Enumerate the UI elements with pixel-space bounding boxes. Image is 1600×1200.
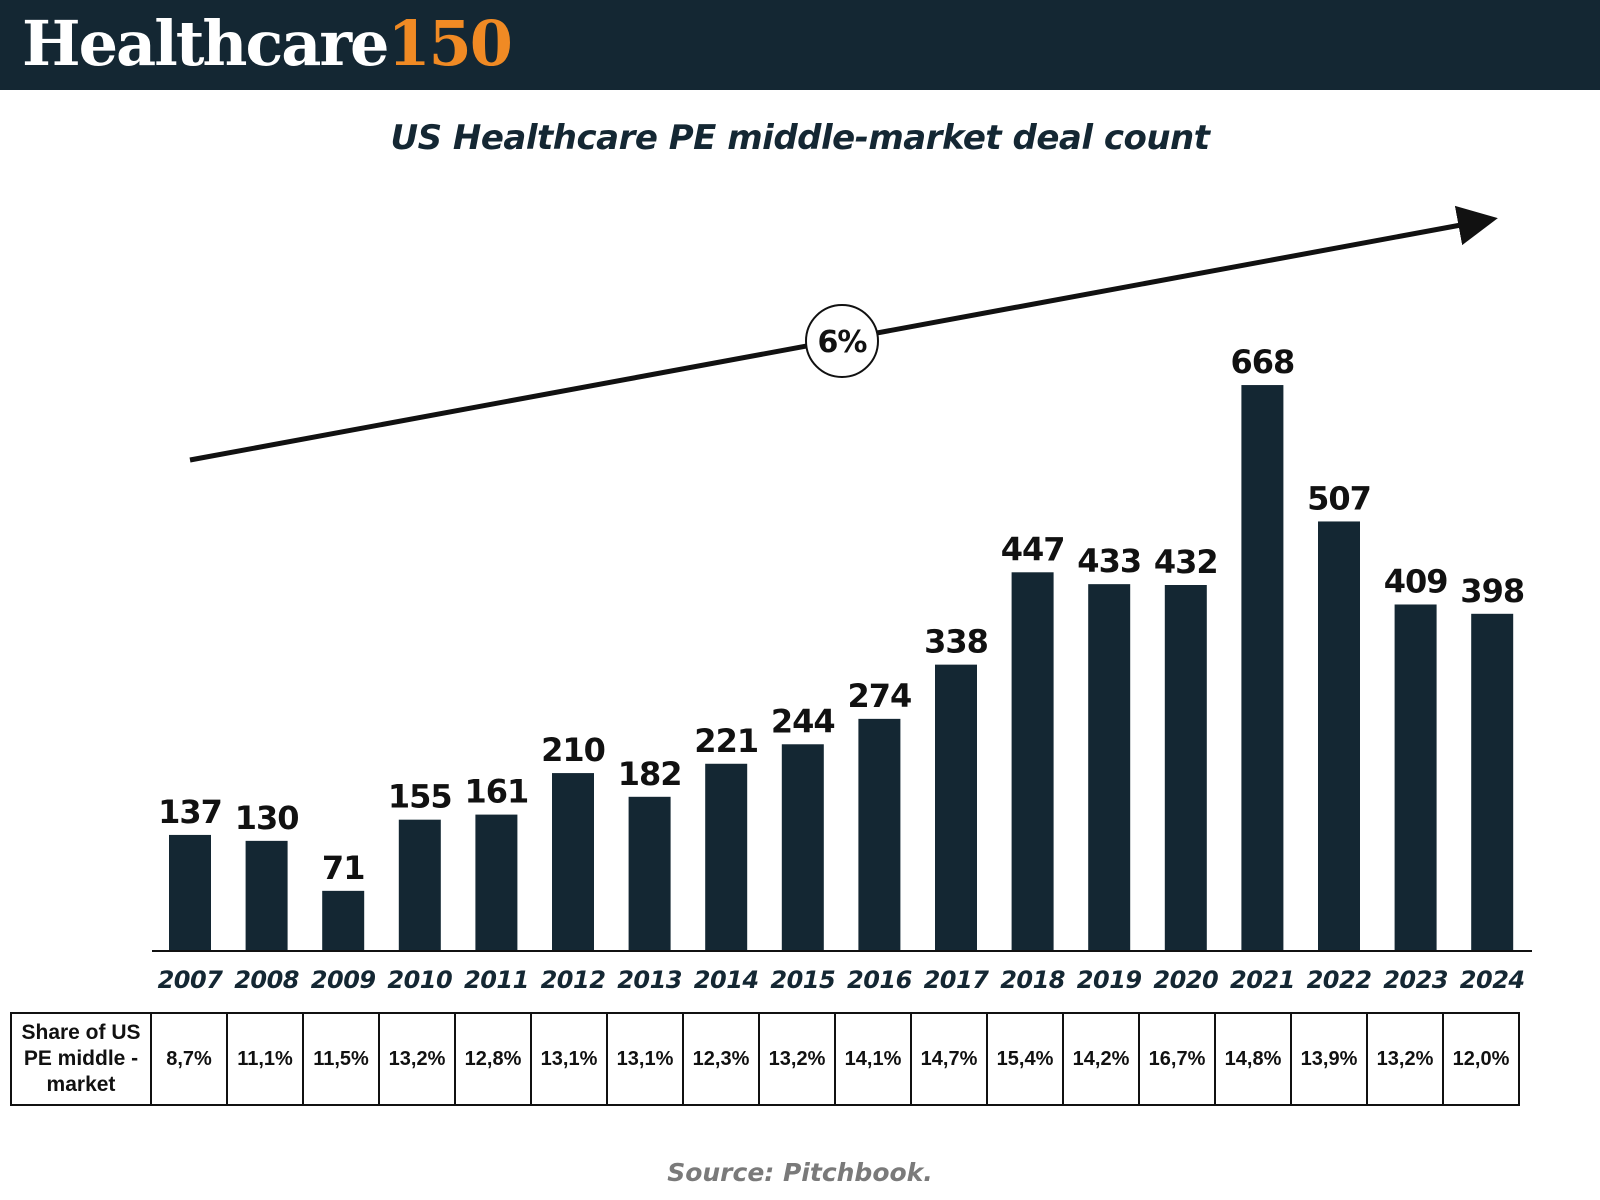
bars-group: 137 2007 130 2008 71 2009 155 2010 161 2011 210 201… [158, 343, 1525, 994]
x-tick-label: 2014 [694, 966, 759, 994]
share-row: Share of US PE middle - market 8,7% 11,1%… [10, 1012, 1520, 1106]
bar-2016 [858, 718, 901, 951]
bar-2009 [322, 890, 365, 951]
bar-2015 [781, 744, 824, 951]
share-cell-2017: 14,7% [910, 1012, 988, 1106]
share-cell-2008: 11,1% [226, 1012, 304, 1106]
x-tick-label: 2012 [541, 966, 606, 994]
logo-number: 150 [387, 7, 513, 80]
share-cell-2024: 12,0% [1442, 1012, 1520, 1106]
bar-value-label: 71 [322, 849, 365, 887]
bar-value-label: 409 [1384, 562, 1448, 600]
source-note: Source: Pitchbook. [667, 1158, 933, 1187]
share-cell-2010: 13,2% [378, 1012, 456, 1106]
bar-2019 [1088, 584, 1131, 951]
share-cell-2022: 13,9% [1290, 1012, 1368, 1106]
share-cell-2019: 14,2% [1062, 1012, 1140, 1106]
bar-2008 [245, 840, 288, 951]
share-cell-2021: 14,8% [1214, 1012, 1292, 1106]
bar-2011 [475, 814, 518, 951]
bar-2024 [1471, 613, 1514, 951]
x-tick-label: 2015 [770, 966, 835, 994]
x-tick-label: 2009 [311, 966, 376, 994]
bar-2021 [1241, 385, 1284, 951]
bar-2014 [705, 763, 748, 951]
x-tick-label: 2016 [847, 966, 912, 994]
x-tick-label: 2018 [1000, 966, 1065, 994]
share-cell-2023: 13,2% [1366, 1012, 1444, 1106]
share-cell-2012: 13,1% [530, 1012, 608, 1106]
share-cell-2020: 16,7% [1138, 1012, 1216, 1106]
bar-value-label: 447 [1001, 530, 1065, 568]
bar-value-label: 182 [618, 755, 682, 793]
bar-value-label: 130 [235, 799, 299, 837]
bar-value-label: 338 [924, 623, 988, 661]
bar-2013 [628, 796, 671, 951]
bar-2018 [1011, 572, 1054, 951]
bar-value-label: 137 [158, 793, 222, 831]
bar-2010 [398, 819, 441, 951]
share-cell-2016: 14,1% [834, 1012, 912, 1106]
x-tick-label: 2008 [234, 966, 299, 994]
share-row-header: Share of US PE middle - market [10, 1012, 152, 1106]
x-tick-label: 2017 [924, 966, 990, 994]
x-tick-label: 2013 [617, 966, 682, 994]
share-table: Share of US PE middle - market 8,7% 11,1%… [10, 1012, 1520, 1106]
bar-value-label: 274 [848, 677, 912, 715]
x-tick-label: 2024 [1460, 966, 1525, 994]
share-cell-2018: 15,4% [986, 1012, 1064, 1106]
bar-2023 [1394, 604, 1437, 951]
share-cell-2015: 13,2% [758, 1012, 836, 1106]
bar-value-label: 155 [388, 778, 452, 816]
bar-chart: 137 2007 130 2008 71 2009 155 2010 161 2011 210 201… [152, 205, 1532, 994]
share-cell-2009: 11,5% [302, 1012, 380, 1106]
share-cell-2014: 12,3% [682, 1012, 760, 1106]
share-cell-2011: 12,8% [454, 1012, 532, 1106]
bar-value-label: 432 [1154, 543, 1218, 581]
x-tick-label: 2020 [1153, 966, 1218, 994]
x-tick-label: 2022 [1307, 966, 1372, 994]
growth-circle [805, 304, 879, 378]
x-tick-label: 2010 [387, 966, 452, 994]
bar-2022 [1318, 521, 1360, 951]
growth-label: 6% [818, 325, 868, 360]
share-cell-2007: 8,7% [150, 1012, 228, 1106]
logo-word: Healthcare [22, 7, 390, 80]
x-tick-label: 2023 [1383, 966, 1448, 994]
bar-value-label: 161 [465, 773, 529, 811]
bar-2007 [169, 834, 211, 951]
logo: Healthcare150 [22, 4, 513, 84]
bar-value-label: 221 [694, 722, 758, 760]
bar-2012 [552, 773, 594, 951]
header-banner: Healthcare150 [0, 0, 1600, 90]
chart-title: US Healthcare PE middle-market deal coun… [390, 118, 1210, 158]
bar-value-label: 433 [1077, 542, 1141, 580]
bar-value-label: 668 [1231, 343, 1295, 381]
bar-value-label: 210 [541, 731, 605, 769]
bar-value-label: 507 [1307, 479, 1371, 517]
bar-value-label: 244 [771, 702, 835, 740]
bar-2020 [1164, 585, 1207, 951]
bar-value-label: 398 [1460, 572, 1524, 610]
bar-2017 [935, 664, 977, 951]
x-tick-label: 2007 [158, 966, 224, 994]
growth-annotation: 6% [805, 304, 879, 378]
share-cell-2013: 13,1% [606, 1012, 684, 1106]
x-tick-label: 2021 [1230, 966, 1295, 994]
x-tick-label: 2019 [1077, 966, 1142, 994]
x-tick-label: 2011 [464, 966, 529, 994]
